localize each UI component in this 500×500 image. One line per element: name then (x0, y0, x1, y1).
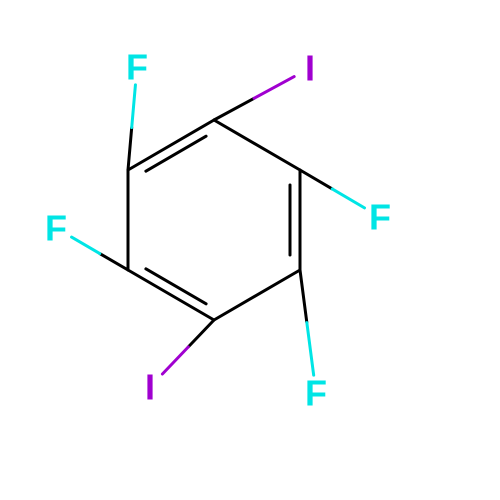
bond (132, 85, 136, 128)
atom-label-f: F (369, 197, 391, 238)
bond (128, 127, 132, 170)
bond (214, 98, 254, 120)
bond (307, 323, 314, 376)
bond (162, 347, 188, 374)
bond (72, 237, 100, 253)
bond (100, 254, 128, 270)
molecule-diagram: F F I F F I (0, 0, 500, 500)
bond (300, 170, 332, 189)
atom-label-f: F (305, 373, 327, 414)
bond (214, 120, 300, 170)
atom-label-f: F (45, 208, 67, 249)
atom-label-i: I (145, 367, 155, 408)
bond (128, 120, 214, 170)
bond (332, 189, 364, 208)
atom-label-f: F (126, 47, 148, 88)
bond (254, 77, 294, 99)
bond (214, 270, 300, 320)
bond (300, 270, 307, 323)
bond (188, 320, 214, 347)
bond (128, 270, 214, 320)
atom-label-i: I (305, 48, 315, 89)
